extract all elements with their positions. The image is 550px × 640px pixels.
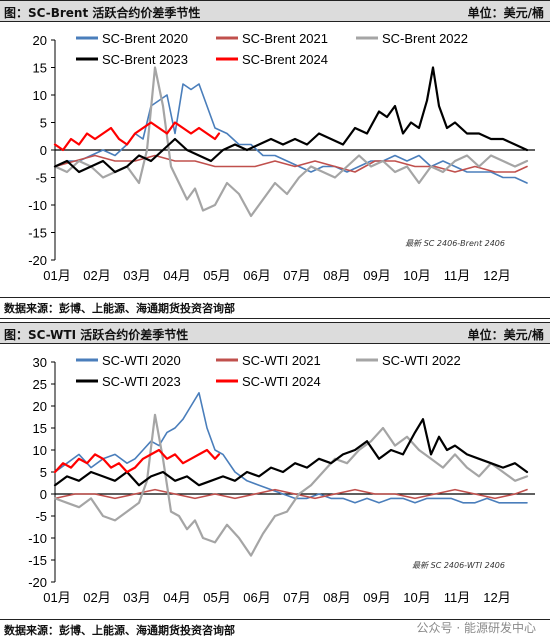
x-tick-label: 04月 xyxy=(163,590,190,605)
y-tick-label: -5 xyxy=(35,171,47,186)
y-tick-label: -20 xyxy=(28,253,47,268)
y-tick-label: 15 xyxy=(33,421,47,436)
unit-label: 单位：美元/桶 xyxy=(467,328,544,342)
legend-label: SC-Brent 2021 xyxy=(242,31,328,46)
x-tick-label: 09月 xyxy=(363,590,390,605)
x-tick-label: 07月 xyxy=(283,268,310,283)
x-tick-label: 03月 xyxy=(123,268,150,283)
y-tick-label: -15 xyxy=(28,553,47,568)
series-line xyxy=(53,448,221,474)
y-tick-label: -5 xyxy=(35,509,47,524)
x-tick-label: 01月 xyxy=(43,268,70,283)
legend-label: SC-WTI 2020 xyxy=(102,353,181,368)
x-tick-label: 12月 xyxy=(483,268,510,283)
x-tick-label: 07月 xyxy=(283,590,310,605)
y-tick-label: -15 xyxy=(28,226,47,241)
y-tick-label: 5 xyxy=(40,465,47,480)
series-line xyxy=(53,121,221,152)
unit-label: 单位：美元/桶 xyxy=(467,6,544,20)
chart-sc-brent: -20 -15 -10 -5 0 5 10 15 20 01月 02月 03月 04月 05月 06月 07月… xyxy=(28,31,535,283)
series-line xyxy=(53,66,529,174)
legend-label: SC-Brent 2024 xyxy=(242,52,328,67)
x-tick-label: 11月 xyxy=(444,268,471,283)
x-tick-label: 06月 xyxy=(243,268,270,283)
x-tick-label: 05月 xyxy=(203,268,230,283)
legend-label: SC-Brent 2020 xyxy=(102,31,188,46)
y-tick-label: 20 xyxy=(33,399,47,414)
y-tick-label: -10 xyxy=(28,198,47,213)
panel-header: 图：SC-WTI 活跃合约价差季节性 单位：美元/桶 xyxy=(0,322,550,344)
x-tick-label: 06月 xyxy=(243,590,270,605)
y-tick-label: 5 xyxy=(40,116,47,131)
source-note: 数据来源：彭博、上能源、海通期货投资咨询部 xyxy=(4,624,235,637)
latest-contract-note: 最新 SC 2406-WTI 2406 xyxy=(412,561,505,570)
x-tick-label: 05月 xyxy=(203,590,230,605)
chart-title: 图：SC-WTI 活跃合约价差季节性 xyxy=(4,328,189,342)
chart-title: 图：SC-Brent 活跃合约价差季节性 xyxy=(4,6,201,20)
source-note: 数据来源：彭博、上能源、海通期货投资咨询部 xyxy=(4,302,235,315)
x-tick-label: 10月 xyxy=(403,268,430,283)
x-tick-label: 08月 xyxy=(323,268,350,283)
legend-label: SC-Brent 2022 xyxy=(382,31,468,46)
y-tick-label: 10 xyxy=(33,443,47,458)
panel-header: 图：SC-Brent 活跃合约价差季节性 单位：美元/桶 xyxy=(0,0,550,22)
x-tick-label: 11月 xyxy=(444,590,471,605)
legend-label: SC-Brent 2023 xyxy=(102,52,188,67)
legend-label: SC-WTI 2021 xyxy=(242,353,321,368)
series-line xyxy=(54,391,528,504)
legend-label: SC-WTI 2024 xyxy=(242,374,321,389)
x-tick-label: 08月 xyxy=(323,590,350,605)
y-tick-label: 10 xyxy=(33,88,47,103)
series-line xyxy=(54,488,528,500)
legend-label: SC-WTI 2022 xyxy=(382,353,461,368)
y-tick-label: 30 xyxy=(33,355,47,370)
series-line xyxy=(54,154,528,173)
y-tick-label: 0 xyxy=(40,143,47,158)
x-tick-label: 12月 xyxy=(483,590,510,605)
x-tick-label: 02月 xyxy=(83,268,110,283)
chart-panel-sc-wti: 图：SC-WTI 活跃合约价差季节性 单位：美元/桶 -20 -15 -10 -5 0 5… xyxy=(0,322,550,640)
chart-sc-wti: -20 -15 -10 -5 0 5 10 15 20 25 30 01月 02月 03月 04月 05月 06… xyxy=(28,353,535,605)
y-tick-label: 15 xyxy=(33,61,47,76)
series-line xyxy=(53,418,529,487)
panel-bottom-divider xyxy=(0,318,550,319)
chart-panel-sc-brent: 图：SC-Brent 活跃合约价差季节性 单位：美元/桶 -20 -15 -10 -5… xyxy=(0,0,550,319)
x-tick-label: 10月 xyxy=(403,590,430,605)
y-tick-label: 0 xyxy=(40,487,47,502)
y-tick-label: -10 xyxy=(28,531,47,546)
source-divider xyxy=(0,619,550,620)
series-line xyxy=(53,66,529,218)
watermark: 公众号 · 能源研发中心 xyxy=(416,621,536,635)
x-tick-label: 03月 xyxy=(123,590,150,605)
series-line xyxy=(53,413,529,557)
y-tick-label: -20 xyxy=(28,575,47,590)
y-tick-label: 20 xyxy=(33,33,47,48)
x-tick-label: 04月 xyxy=(163,268,190,283)
source-divider xyxy=(0,297,550,298)
x-tick-label: 01月 xyxy=(43,590,70,605)
legend-label: SC-WTI 2023 xyxy=(102,374,181,389)
x-tick-label: 09月 xyxy=(363,268,390,283)
x-tick-label: 02月 xyxy=(83,590,110,605)
series-line xyxy=(54,83,528,184)
y-tick-label: 25 xyxy=(33,377,47,392)
latest-contract-note: 最新 SC 2406-Brent 2406 xyxy=(405,239,505,248)
